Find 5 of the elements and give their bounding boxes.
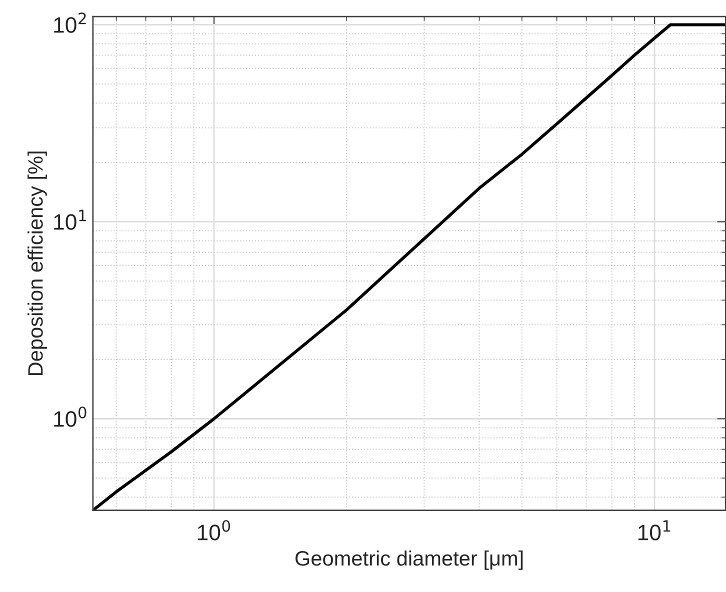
- y-axis-title: Deposition efficiency [%]: [28, 152, 47, 376]
- y-tick-label: 10$^{0}$: [54, 406, 86, 427]
- y-tick-label: 10$^{2}$: [54, 12, 86, 33]
- x-axis-title: Geometric diameter [μm]: [296, 550, 523, 570]
- y-tick-label: 10$^{1}$: [54, 210, 86, 230]
